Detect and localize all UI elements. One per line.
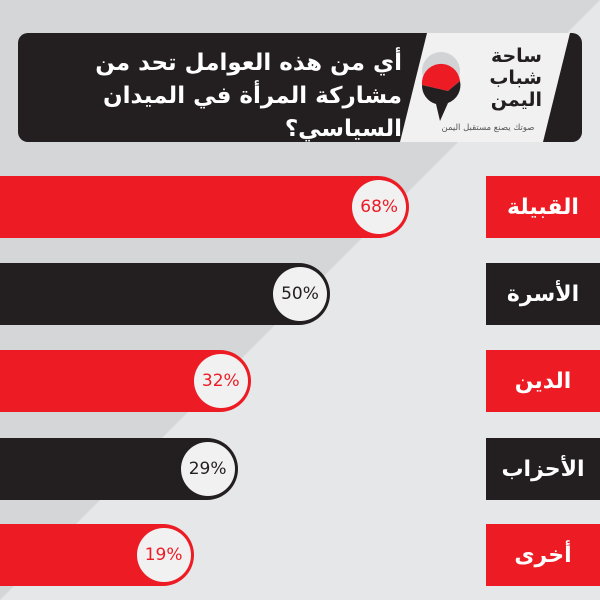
speech-bubble-logo-icon [421, 52, 461, 121]
bar: 19% [0, 524, 194, 586]
bar: 68% [0, 176, 410, 238]
bar: 29% [0, 438, 238, 500]
value-label: 19% [136, 528, 191, 582]
logo-tagline: صوتك يصنع مستقبل اليمن [441, 123, 535, 133]
bar: 32% [0, 350, 251, 412]
question-title: أي من هذه العوامل تحد من مشاركة المرأة ف… [95, 50, 402, 142]
header-banner: أي من هذه العوامل تحد من مشاركة المرأة ف… [18, 33, 582, 142]
category-label: الدين [486, 350, 600, 412]
category-label: القبيلة [486, 176, 600, 238]
value-label: 50% [273, 267, 327, 321]
category-label: الأسرة [486, 263, 600, 325]
category-label: الأحزاب [486, 438, 600, 500]
value-label: 68% [352, 180, 407, 234]
bar: 50% [0, 263, 330, 325]
value-label: 32% [193, 354, 248, 408]
logo-text: ساحة شباب اليمن [489, 45, 542, 111]
category-label: أخرى [486, 524, 600, 586]
value-label: 29% [180, 442, 235, 496]
